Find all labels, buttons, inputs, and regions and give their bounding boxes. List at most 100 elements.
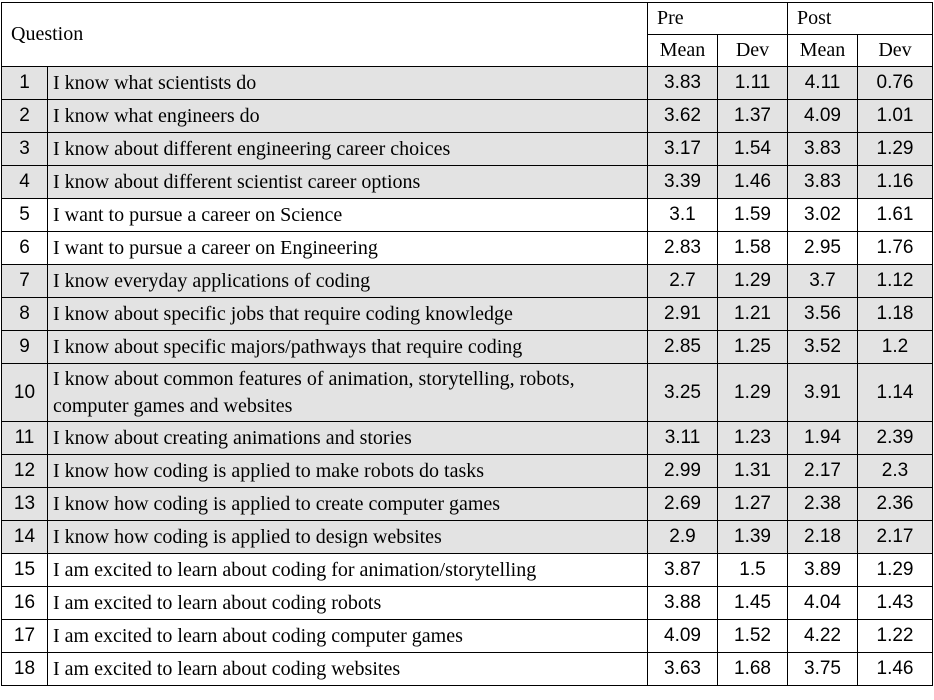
- table-row: 5 I want to pursue a career on Science 3…: [1, 198, 934, 232]
- row-number: 8: [1, 297, 48, 331]
- table-row: 16 I am excited to learn about coding ro…: [1, 586, 934, 620]
- post-mean-cell: 3.83: [787, 165, 859, 199]
- pre-mean-cell: 3.83: [647, 66, 718, 100]
- pre-dev-cell: 1.23: [716, 421, 789, 455]
- pre-mean-cell: 2.85: [647, 330, 718, 364]
- pre-mean-cell: 3.88: [647, 586, 718, 620]
- table-row: 18 I am excited to learn about coding we…: [1, 652, 934, 686]
- row-number: 3: [1, 132, 48, 166]
- row-number: 15: [1, 553, 48, 587]
- question-text: I want to pursue a career on Engineering: [47, 231, 648, 265]
- pre-mean-cell: 3.25: [647, 363, 718, 422]
- row-number: 13: [1, 487, 48, 521]
- pre-dev-cell: 1.59: [716, 198, 789, 232]
- post-dev-cell: 1.01: [857, 99, 934, 133]
- table-row: 6 I want to pursue a career on Engineeri…: [1, 231, 934, 265]
- question-text: I know what scientists do: [47, 66, 648, 100]
- post-mean-cell: 3.02: [787, 198, 859, 232]
- pre-dev-cell: 1.58: [716, 231, 789, 265]
- table-row: 10 I know about common features of anima…: [1, 363, 934, 422]
- row-number: 5: [1, 198, 48, 232]
- pre-dev-cell: 1.27: [716, 487, 789, 521]
- table-row: 14 I know how coding is applied to desig…: [1, 520, 934, 554]
- pre-mean-cell: 4.09: [647, 619, 718, 653]
- question-text: I am excited to learn about coding for a…: [47, 553, 648, 587]
- table-row: 7 I know everyday applications of coding…: [1, 264, 934, 298]
- post-mean-cell: 2.18: [787, 520, 859, 554]
- post-mean-cell: 3.89: [787, 553, 859, 587]
- row-number: 4: [1, 165, 48, 199]
- row-number: 9: [1, 330, 48, 364]
- pre-mean-cell: 2.69: [647, 487, 718, 521]
- post-dev-cell: 1.43: [857, 586, 934, 620]
- post-dev-cell: 1.18: [857, 297, 934, 331]
- pre-mean-cell: 2.7: [647, 264, 718, 298]
- row-number: 12: [1, 454, 48, 488]
- post-dev-cell: 1.2: [857, 330, 934, 364]
- post-mean-cell: 2.95: [787, 231, 859, 265]
- post-mean-cell: 4.11: [787, 66, 859, 100]
- post-mean-cell: 4.04: [787, 586, 859, 620]
- question-text: I am excited to learn about coding compu…: [47, 619, 648, 653]
- post-dev-cell: 2.36: [857, 487, 934, 521]
- post-mean-cell: 3.7: [787, 264, 859, 298]
- pre-dev-cell: 1.52: [716, 619, 789, 653]
- table-row: 15 I am excited to learn about coding fo…: [1, 553, 934, 587]
- question-text: I know about specific jobs that require …: [47, 297, 648, 331]
- post-dev-cell: 1.29: [857, 553, 934, 587]
- table-row: 13 I know how coding is applied to creat…: [1, 487, 934, 521]
- pre-dev-cell: 1.21: [716, 297, 789, 331]
- post-mean-cell: 3.52: [787, 330, 859, 364]
- question-text: I know about different engineering caree…: [47, 132, 648, 166]
- question-text: I know about specific majors/pathways th…: [47, 330, 648, 364]
- pre-dev-cell: 1.5: [716, 553, 789, 587]
- row-number: 6: [1, 231, 48, 265]
- table-row: 9 I know about specific majors/pathways …: [1, 330, 934, 364]
- pre-mean-header: Mean: [647, 34, 718, 67]
- pre-dev-cell: 1.37: [716, 99, 789, 133]
- pre-dev-cell: 1.29: [716, 264, 789, 298]
- pre-mean-cell: 2.99: [647, 454, 718, 488]
- pre-dev-cell: 1.25: [716, 330, 789, 364]
- question-text: I know how coding is applied to make rob…: [47, 454, 648, 488]
- table-row: 17 I am excited to learn about coding co…: [1, 619, 934, 653]
- pre-mean-cell: 3.63: [647, 652, 718, 686]
- question-text: I am excited to learn about coding robot…: [47, 586, 648, 620]
- question-text: I know about creating animations and sto…: [47, 421, 648, 455]
- post-mean-cell: 3.91: [787, 363, 859, 422]
- question-text: I know everyday applications of coding: [47, 264, 648, 298]
- pre-dev-header: Dev: [716, 34, 789, 67]
- question-text: I know about common features of animatio…: [47, 363, 648, 422]
- pre-dev-cell: 1.68: [716, 652, 789, 686]
- post-dev-header: Dev: [857, 34, 934, 67]
- row-number: 7: [1, 264, 48, 298]
- row-number: 10: [1, 363, 48, 422]
- question-text: I know about different scientist career …: [47, 165, 648, 199]
- question-header: Question: [1, 2, 648, 67]
- pre-dev-cell: 1.31: [716, 454, 789, 488]
- row-number: 14: [1, 520, 48, 554]
- post-mean-cell: 3.75: [787, 652, 859, 686]
- question-text: I am excited to learn about coding websi…: [47, 652, 648, 686]
- table-row: 4 I know about different scientist caree…: [1, 165, 934, 199]
- post-dev-cell: 0.76: [857, 66, 934, 100]
- pre-header: Pre: [646, 2, 789, 35]
- table-row: 1 I know what scientists do 3.83 1.11 4.…: [1, 66, 934, 100]
- row-number: 2: [1, 99, 48, 133]
- pre-mean-cell: 3.11: [647, 421, 718, 455]
- post-dev-cell: 1.46: [857, 652, 934, 686]
- question-text: I want to pursue a career on Science: [47, 198, 648, 232]
- pre-mean-cell: 3.17: [647, 132, 718, 166]
- post-mean-cell: 3.83: [787, 132, 859, 166]
- pre-mean-cell: 3.62: [647, 99, 718, 133]
- post-mean-cell: 1.94: [787, 421, 859, 455]
- post-header: Post: [787, 2, 934, 35]
- post-dev-cell: 1.14: [857, 363, 934, 422]
- pre-mean-cell: 3.39: [647, 165, 718, 199]
- table-row: 3 I know about different engineering car…: [1, 132, 934, 166]
- post-dev-cell: 2.3: [857, 454, 934, 488]
- row-number: 11: [1, 421, 48, 455]
- post-dev-cell: 1.16: [857, 165, 934, 199]
- post-mean-cell: 3.56: [787, 297, 859, 331]
- post-mean-cell: 4.22: [787, 619, 859, 653]
